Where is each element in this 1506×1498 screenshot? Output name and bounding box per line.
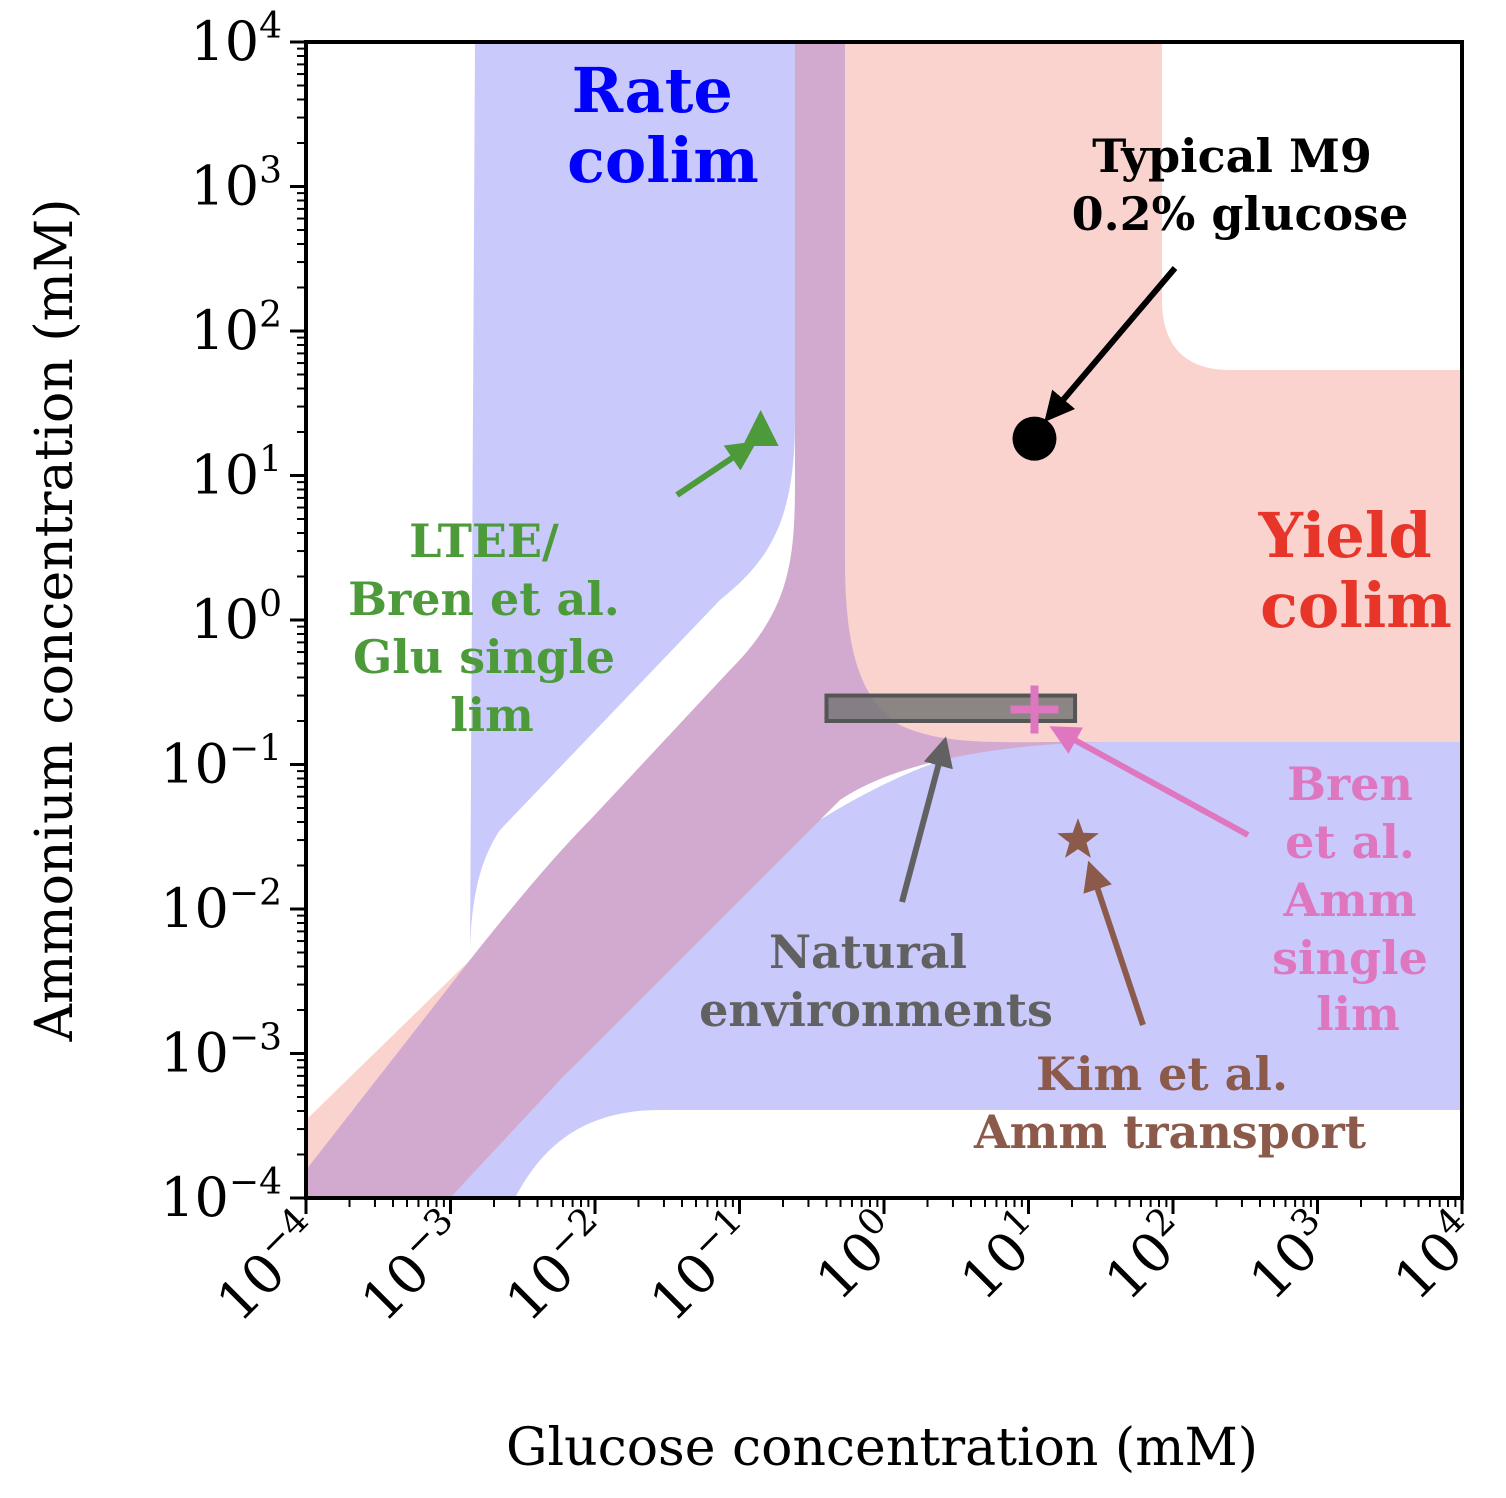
overlap-region: [306, 42, 1100, 1198]
bren-amm-arrow: [1049, 726, 1250, 838]
m9-arrow: [1044, 266, 1178, 423]
ltee-label: LTEE/ Bren et al. Glu single lim: [348, 514, 636, 742]
yield-colim-label-line: colim: [1260, 569, 1452, 642]
y-axis-ticks: 10−4 10−3 10−2 10−1 100 101 102 103 104: [160, 6, 306, 1229]
bren-amm-label-line: Bren: [1287, 757, 1413, 811]
m9-label-line: 0.2% glucose: [1072, 187, 1409, 241]
y-tick-label: 10−1: [160, 729, 282, 796]
x-tick-label: 10−2: [491, 1200, 624, 1333]
natural-arrow: [899, 736, 953, 903]
y-tick-label: 10−3: [160, 1018, 282, 1085]
ltee-label-line: LTEE/: [409, 514, 559, 568]
y-tick-label: 10−4: [160, 1162, 282, 1229]
yield-colim-label-line: Yield: [1258, 499, 1432, 572]
x-axis-title: Glucose concentration (mM): [506, 1418, 1258, 1478]
x-tick-label: 103: [1235, 1200, 1347, 1312]
rate-colim-region: [306, 42, 1462, 1198]
natural-label: Natural environments: [699, 925, 1053, 1037]
y-tick-label: 10−2: [160, 873, 282, 940]
y-tick-label: 102: [190, 295, 282, 362]
y-tick-label: 101: [190, 440, 282, 507]
y-tick-label: 100: [190, 584, 282, 651]
x-tick-label: 10−3: [346, 1200, 479, 1333]
m9-point: [1012, 416, 1057, 461]
kim-point: [1057, 818, 1099, 858]
natural-label-line: Natural: [769, 925, 967, 979]
y-tick-label: 103: [190, 151, 282, 218]
x-tick-label: 101: [946, 1200, 1058, 1312]
y-axis-title: Ammonium concentration (mM): [25, 199, 85, 1043]
m9-label: Typical M9 0.2% glucose: [1072, 129, 1409, 241]
bren-amm-label: Bren et al. Amm single lim: [1272, 757, 1444, 1041]
x-axis-ticks: 10−410−310−210−1 100 101 102 103 104: [205, 1198, 1491, 1333]
x-tick-label: 104: [1379, 1200, 1491, 1312]
kim-label-line: Amm transport: [973, 1105, 1367, 1159]
ltee-label-line: lim: [450, 688, 534, 742]
x-tick-label: 100: [801, 1200, 913, 1312]
x-tick-label: 102: [1090, 1200, 1202, 1312]
m9-label-line: Typical M9: [1092, 129, 1372, 183]
rate-colim-label-line: colim: [567, 124, 759, 197]
rate-colim-label: Rate colim: [567, 54, 759, 197]
bren-amm-label-line: lim: [1316, 987, 1400, 1041]
ltee-label-line: Bren et al.: [348, 572, 620, 626]
natural-label-line: environments: [699, 983, 1053, 1037]
yield-colim-label: Yield colim: [1258, 499, 1454, 642]
ltee-point: [742, 410, 779, 447]
region-shading: [306, 42, 1462, 1198]
x-tick-label: 10−1: [635, 1200, 768, 1333]
kim-arrow: [1083, 860, 1146, 1026]
ltee-arrow: [675, 441, 757, 498]
kim-label: Kim et al. Amm transport: [973, 1047, 1367, 1159]
rate-colim-label-line: Rate: [572, 54, 733, 127]
bren-amm-label-line: single: [1272, 931, 1428, 985]
kim-label-line: Kim et al.: [1036, 1047, 1288, 1101]
data-markers: [742, 410, 1099, 858]
ltee-label-line: Glu single: [353, 630, 615, 684]
bren-amm-label-line: et al.: [1285, 815, 1415, 869]
y-tick-label: 104: [190, 6, 282, 73]
bren-amm-label-line: Amm: [1282, 873, 1416, 927]
